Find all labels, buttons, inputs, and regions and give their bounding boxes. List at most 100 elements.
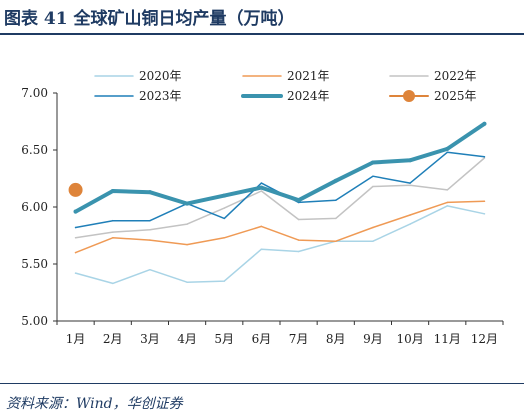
- legend-label: 2022年: [434, 69, 477, 83]
- data-point: [446, 151, 448, 154]
- data-point: [409, 214, 411, 216]
- data-point: [482, 121, 487, 126]
- legend-item: 2023年: [94, 89, 182, 103]
- data-point: [149, 219, 151, 222]
- legend-item: 2024年: [241, 89, 330, 103]
- data-point: [186, 223, 188, 225]
- x-tick-label: 10月: [396, 332, 423, 346]
- data-point: [335, 217, 337, 220]
- x-tick-label: 12月: [471, 332, 498, 346]
- x-tick-label: 8月: [326, 332, 346, 346]
- series-line: [74, 205, 486, 285]
- data-point: [112, 219, 114, 222]
- legend-label: 2024年: [287, 89, 330, 103]
- data-point: [74, 237, 77, 239]
- data-point: [446, 189, 448, 191]
- x-tick-label: 4月: [177, 332, 197, 346]
- data-point: [259, 185, 264, 190]
- data-point: [74, 226, 77, 229]
- legend-label: 2023年: [139, 89, 182, 103]
- data-point: [372, 240, 374, 242]
- data-point: [186, 243, 188, 246]
- x-tick-label: 5月: [214, 332, 234, 346]
- data-point: [112, 237, 114, 239]
- x-tick-label: 2月: [103, 332, 123, 346]
- legend-item: 2022年: [389, 69, 477, 83]
- data-point: [409, 182, 411, 184]
- data-point: [408, 158, 413, 163]
- series-group: [68, 121, 487, 285]
- legend-marker: [403, 90, 415, 102]
- data-point: [372, 226, 374, 229]
- legend-item: 2020年: [94, 69, 182, 83]
- legend-item: 2025年: [389, 89, 477, 103]
- series-line: [74, 157, 486, 239]
- data-point: [260, 190, 263, 192]
- series-6: [68, 182, 83, 197]
- y-tick-label: 5.50: [21, 257, 48, 271]
- data-point: [260, 225, 263, 228]
- series-5: [73, 121, 487, 214]
- data-point: [370, 160, 375, 165]
- data-point: [372, 185, 374, 188]
- figure-header: 图表 41 全球矿山铜日均产量（万吨）: [0, 0, 524, 36]
- y-tick-label: 5.00: [21, 314, 48, 328]
- x-tick-label: 1月: [66, 332, 86, 346]
- legend-label: 2021年: [287, 69, 330, 83]
- data-point: [149, 239, 151, 241]
- data-point: [74, 251, 77, 254]
- header-rule: [0, 33, 524, 35]
- data-point: [74, 272, 77, 274]
- series-1: [74, 205, 486, 285]
- x-tick-label: 6月: [252, 332, 272, 346]
- legend-label: 2025年: [434, 89, 477, 103]
- data-point: [446, 205, 448, 207]
- data-point: [260, 182, 263, 184]
- x-tick-label: 11月: [434, 332, 461, 346]
- data-point: [73, 209, 78, 214]
- data-point: [409, 184, 411, 187]
- data-point: [297, 250, 300, 253]
- data-point: [483, 200, 486, 203]
- series-line: [74, 200, 486, 254]
- data-point: [223, 237, 225, 239]
- series-line: [73, 121, 487, 214]
- data-point: [149, 268, 151, 271]
- data-point: [147, 190, 152, 195]
- data-point: [149, 229, 151, 231]
- data-point: [222, 193, 227, 198]
- data-point: [186, 281, 188, 283]
- y-axis: 5.00 5.50 6.00 6.50 7.00: [21, 86, 58, 328]
- data-point: [483, 213, 486, 215]
- y-tick-label: 7.00: [21, 86, 48, 100]
- data-point: [335, 240, 337, 242]
- data-point: [372, 175, 374, 177]
- series-3: [74, 157, 486, 239]
- data-point: [446, 201, 448, 204]
- footer-rule: [0, 383, 524, 384]
- y-tick-label: 6.00: [21, 200, 48, 214]
- data-point: [223, 280, 225, 282]
- data-point: [112, 231, 114, 233]
- line-chart: 2020年 2021年 2022年 2023年 2024年 2025年 5.00 5.50 6…: [21, 69, 504, 346]
- data-point: [260, 248, 263, 250]
- legend: 2020年 2021年 2022年 2023年 2024年 2025年: [94, 69, 477, 103]
- data-point: [445, 146, 450, 151]
- data-point: [297, 239, 300, 241]
- data-point: [68, 182, 83, 197]
- x-tick-label: 7月: [289, 332, 309, 346]
- data-point: [185, 201, 190, 206]
- source-note: 资料来源：Wind，华创证券: [6, 396, 183, 412]
- x-tick-label: 3月: [140, 332, 160, 346]
- data-point: [335, 199, 337, 201]
- data-point: [409, 223, 411, 225]
- figure-title: 图表 41 全球矿山铜日均产量（万吨）: [4, 9, 295, 29]
- data-point: [112, 282, 114, 285]
- data-point: [483, 156, 486, 158]
- x-tick-label: 9月: [363, 332, 383, 346]
- data-point: [223, 207, 225, 209]
- data-point: [296, 198, 301, 203]
- series-2: [74, 200, 486, 254]
- x-axis: 1月 2月 3月 4月 5月 6月 7月 8月 9月 10月 11月 12月: [56, 320, 504, 346]
- legend-label: 2020年: [139, 69, 182, 83]
